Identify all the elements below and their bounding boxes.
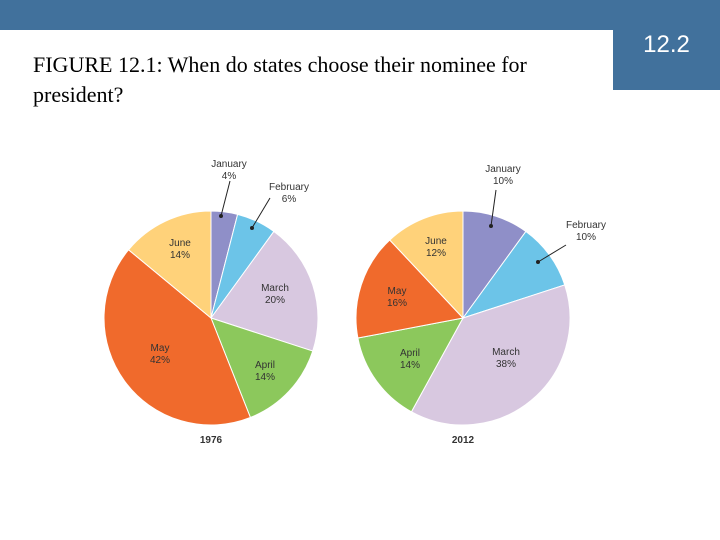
pie-slice-april <box>210 317 314 419</box>
pie-chart-2012: January 10% February 10% March 38% April 14% May… <box>355 164 606 446</box>
slice-label-june: June 12% <box>425 236 447 259</box>
leader-dot-february <box>250 226 254 230</box>
pie-slice-march <box>210 230 319 352</box>
pie-slice-may <box>355 239 464 339</box>
slice-label-march: March 38% <box>492 347 520 370</box>
pie-slice-may <box>103 249 252 426</box>
chart-year-label: 1976 <box>200 435 223 446</box>
top-bar <box>0 0 720 30</box>
slice-label-january: January 10% <box>485 164 521 187</box>
slice-label-february: February 10% <box>566 220 606 243</box>
leader-dot-january <box>489 224 493 228</box>
leader-line-february <box>537 244 567 263</box>
pie-slice-june <box>389 210 464 320</box>
pie-slice-june <box>127 210 212 320</box>
section-badge: 12.2 <box>613 0 720 90</box>
slice-label-may: May 42% <box>150 343 170 366</box>
chart-year-label: 2012 <box>452 435 475 446</box>
slice-label-june: June 14% <box>169 238 191 261</box>
slice-label-april: April 14% <box>255 360 275 383</box>
pie-charts: January 4% February 6% March 20% April 14% May 42… <box>103 159 606 446</box>
slice-label-may: May 16% <box>387 286 407 309</box>
pie-slice-april <box>357 317 464 413</box>
slice-label-march: March 20% <box>261 283 289 306</box>
leader-line-february <box>251 197 271 229</box>
slide-title: FIGURE 12.1: When do states choose their… <box>33 52 527 107</box>
leader-dot-february <box>536 260 540 264</box>
slice-label-february: February 6% <box>269 182 309 205</box>
pie-chart-1976: January 4% February 6% March 20% April 14% May 42… <box>103 159 319 446</box>
leader-line-january <box>220 180 231 217</box>
slice-label-january: January 4% <box>211 159 247 182</box>
leader-line-january <box>490 189 497 227</box>
slice-label-april: April 14% <box>400 348 420 371</box>
pie-slice-march <box>410 284 571 426</box>
leader-dot-january <box>219 214 223 218</box>
